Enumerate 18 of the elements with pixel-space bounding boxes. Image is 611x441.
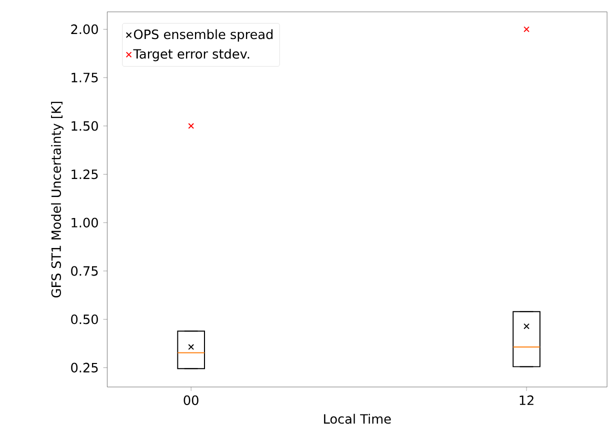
y-tick-label: 0.50 xyxy=(71,314,98,324)
legend-label: OPS ensemble spread xyxy=(134,29,273,42)
point xyxy=(188,344,194,350)
y-tick-label: 2.00 xyxy=(71,24,98,34)
y-tick-label: 0.25 xyxy=(71,362,98,372)
x-tick-label: 12 xyxy=(520,395,534,405)
point xyxy=(524,26,530,32)
y-tick-label: 1.25 xyxy=(72,169,98,179)
x-tick-label: 00 xyxy=(184,395,198,405)
x-axis-title: Local Time xyxy=(324,414,391,424)
y-tick-label: 1.75 xyxy=(72,72,98,82)
y-axis-title: GFS ST1 Model Uncertainty [K] xyxy=(51,102,64,298)
point xyxy=(524,323,530,330)
y-tick-label: 0.75 xyxy=(71,266,98,276)
point xyxy=(188,122,194,129)
y-tick-label: 1.00 xyxy=(72,218,98,228)
y-tick-label: 1.50 xyxy=(72,120,98,131)
legend-label: Target error stdev. xyxy=(133,48,250,62)
